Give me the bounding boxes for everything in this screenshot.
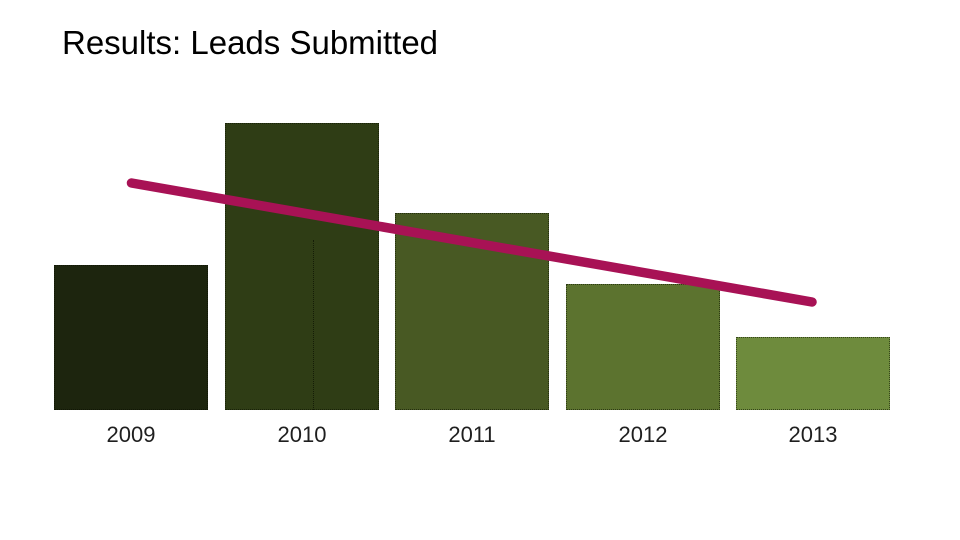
category-label-2012: 2012 [618,422,668,447]
slide-title: Results: Leads Submitted [62,24,439,61]
bar-2013 [736,337,890,410]
category-label-2009: 2009 [106,422,156,447]
category-label-2010: 2010 [277,422,327,447]
dotted-dropline-artifact [313,240,314,410]
bar-2010 [225,123,379,410]
category-label-2011: 2011 [448,422,496,447]
bar-2009 [54,265,208,410]
bar-2011 [395,213,549,410]
category-label-2013: 2013 [788,422,838,447]
bar-2012 [566,284,720,410]
